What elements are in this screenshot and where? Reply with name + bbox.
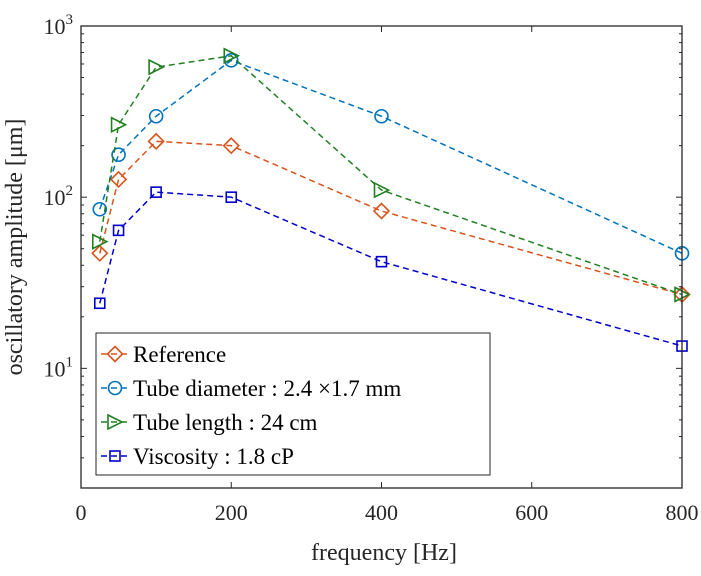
data-point	[223, 47, 241, 65]
series-line	[99, 140, 683, 296]
x-tick-label: 200	[215, 500, 248, 525]
data-point	[109, 170, 128, 189]
series-layer	[91, 47, 691, 352]
y-tick-label: 102	[44, 183, 74, 210]
legend-marker	[106, 345, 124, 363]
legend-marker	[107, 413, 124, 431]
x-tick-label: 400	[365, 500, 398, 525]
data-point	[225, 191, 238, 203]
legend-entry: Tube length : 24 cm	[101, 410, 318, 435]
data-point	[92, 201, 108, 217]
x-tick-label: 0	[76, 500, 87, 525]
legend-box	[95, 332, 491, 476]
data-point	[91, 244, 109, 262]
y-tick-label: 101	[44, 354, 74, 381]
data-point	[111, 147, 126, 163]
data-point	[112, 224, 125, 237]
data-point	[150, 186, 162, 198]
x-tick-label: 600	[515, 500, 548, 525]
x-tick-label: 800	[666, 500, 699, 525]
legend-entry: Viscosity : 1.8 cP	[101, 444, 294, 469]
legend-marker	[109, 450, 121, 462]
legend-marker	[107, 380, 123, 396]
ticks-layer: 0 200 400 600 800 101 102 103	[44, 12, 699, 525]
data-point	[110, 116, 128, 134]
legend-label: Reference	[133, 342, 226, 367]
data-point	[148, 108, 164, 124]
data-point	[373, 181, 391, 199]
y-tick-label: 103	[44, 12, 74, 39]
data-point	[148, 58, 165, 76]
x-axis-label: frequency [Hz]	[311, 540, 457, 566]
data-point	[93, 297, 106, 310]
data-point	[147, 132, 165, 150]
legend-label: Tube length : 24 cm	[133, 410, 318, 435]
legend: Reference Tube diameter : 2.4 ×1.7 mm Tube…	[95, 332, 491, 476]
series-line	[99, 54, 683, 296]
legend-entry: Tube diameter : 2.4 ×1.7 mm	[101, 376, 401, 401]
data-point	[91, 233, 109, 250]
legend-label: Tube diameter : 2.4 ×1.7 mm	[133, 376, 401, 401]
data-point	[222, 137, 240, 155]
series-line	[99, 191, 683, 347]
y-axis-label: oscillatory amplitude [μm]	[2, 119, 28, 376]
legend-label: Viscosity : 1.8 cP	[133, 444, 294, 469]
data-point	[375, 255, 388, 268]
series-line	[99, 59, 683, 254]
legend-entry: Reference	[101, 342, 226, 367]
data-point	[372, 202, 391, 220]
data-point	[374, 108, 389, 124]
